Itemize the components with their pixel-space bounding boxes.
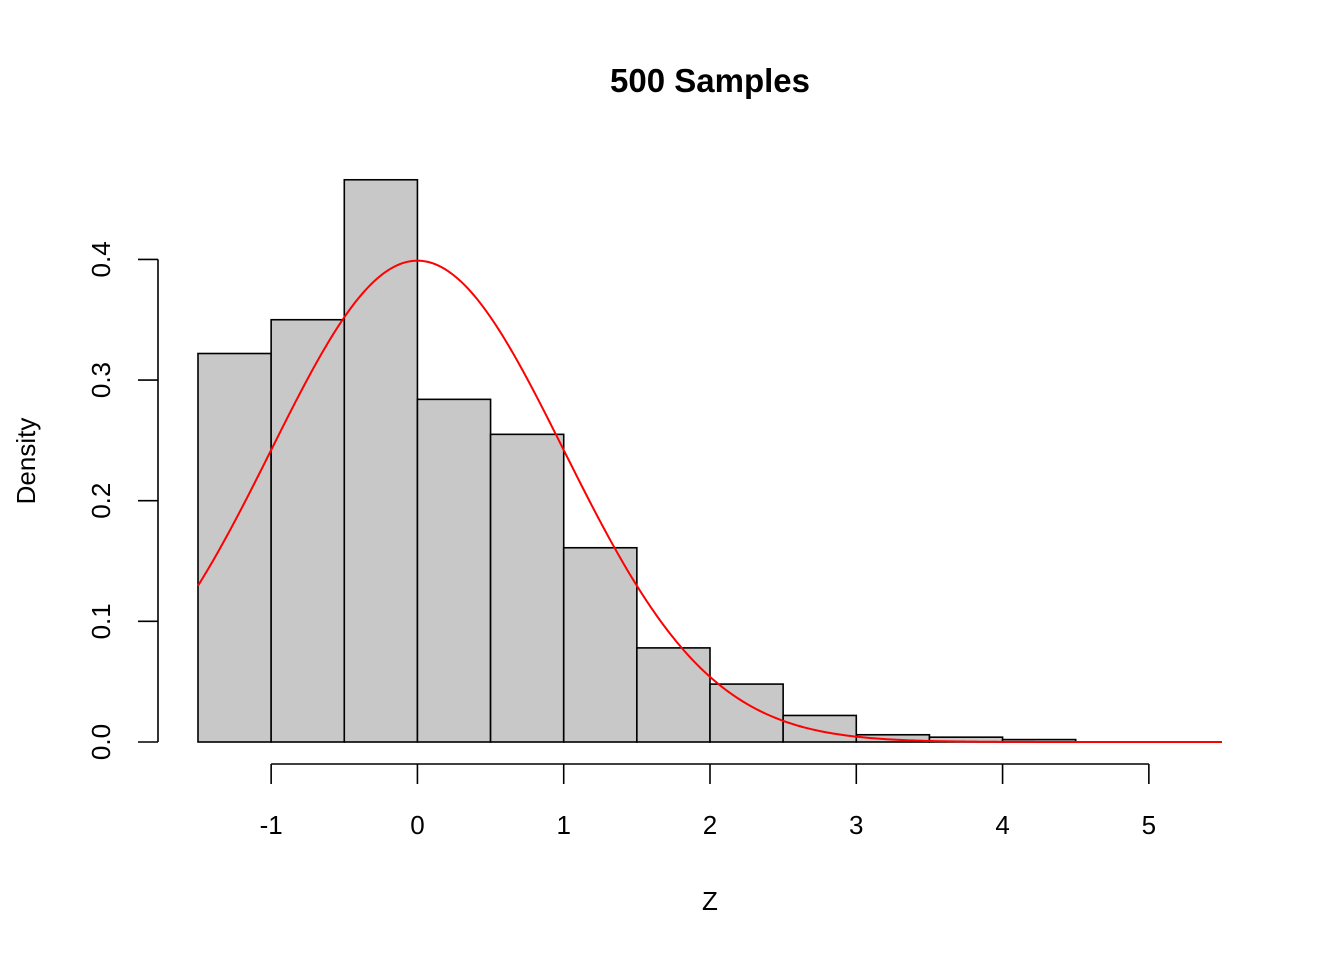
histogram-bar (270, 318, 346, 743)
histogram-bar (416, 398, 492, 743)
x-tick-label: -1 (260, 810, 283, 840)
y-tick-label: 0.3 (86, 362, 116, 398)
x-tick-label: 2 (703, 810, 717, 840)
y-axis-label: Density (11, 418, 41, 505)
y-tick-label: 0.0 (86, 724, 116, 760)
histogram-bar (343, 178, 419, 743)
histogram-bar (782, 714, 858, 743)
y-tick-label: 0.2 (86, 483, 116, 519)
normal-density-curve (197, 259, 1222, 743)
chart-title: 500 Samples (610, 62, 810, 99)
x-axis: -1 0 1 2 3 4 5 (260, 763, 1156, 840)
x-axis-label: Z (702, 886, 718, 916)
histogram-bar (562, 546, 638, 743)
y-tick-label: 0.1 (86, 603, 116, 639)
density-curve-layer (197, 259, 1222, 743)
x-tick-label: 5 (1142, 810, 1156, 840)
histogram-bars (197, 178, 1077, 743)
x-tick-label: 1 (556, 810, 570, 840)
histogram-bar (197, 352, 272, 743)
histogram-bar (709, 683, 784, 743)
x-tick-label: 4 (995, 810, 1009, 840)
histogram-bar (489, 433, 565, 743)
y-axis: 0.0 0.1 0.2 0.3 0.4 (86, 241, 159, 760)
y-tick-label: 0.4 (86, 241, 116, 277)
x-tick-label: 0 (410, 810, 424, 840)
x-tick-label: 3 (849, 810, 863, 840)
histogram-bar (636, 647, 711, 743)
